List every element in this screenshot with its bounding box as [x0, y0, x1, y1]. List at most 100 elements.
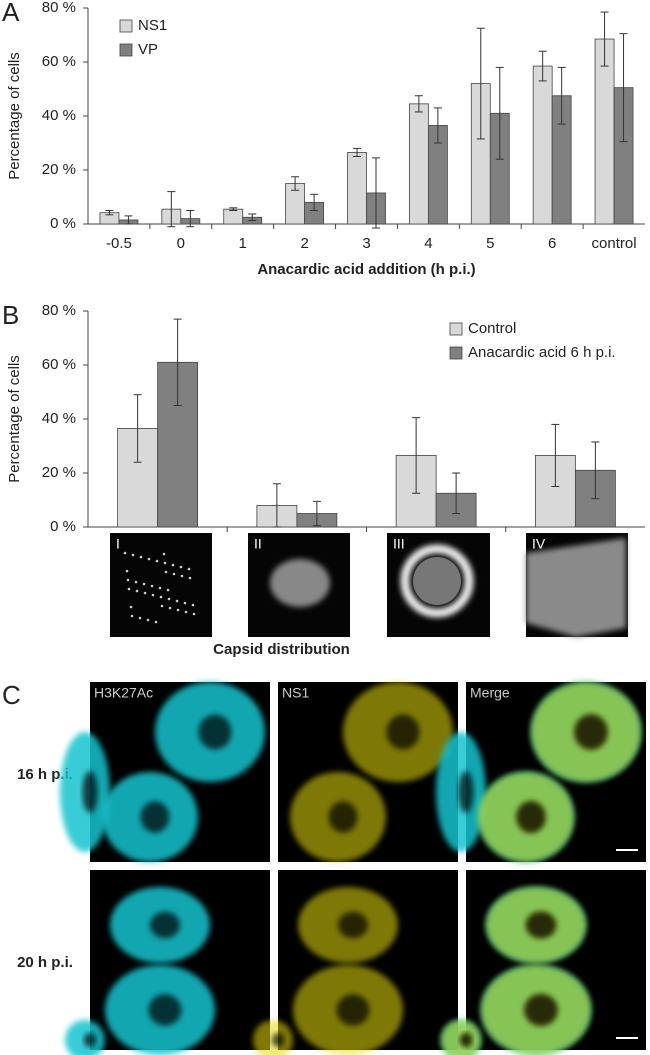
x-tick-label: IV	[532, 536, 546, 552]
column-label: Merge	[470, 685, 510, 701]
y-tick-label: 80 %	[42, 0, 76, 16]
panel-label: B	[2, 300, 19, 330]
panel-label: C	[2, 680, 21, 710]
error-bar	[619, 33, 628, 143]
speckle	[155, 559, 159, 563]
error-bar	[433, 107, 442, 144]
error-bar	[412, 417, 421, 494]
x-tick-label: 3	[362, 235, 370, 252]
x-tick-label: -0.5	[106, 235, 132, 252]
x-tick-label: III	[393, 536, 405, 552]
legend-label: NS1	[138, 17, 167, 34]
speckle	[130, 614, 134, 618]
nucleolus	[328, 801, 358, 833]
y-axis-label: Percentage of cells	[6, 355, 23, 483]
error-bar	[591, 441, 600, 500]
speckle	[188, 576, 192, 580]
speckle	[176, 608, 180, 612]
error-bar	[173, 318, 182, 406]
nucleolus	[140, 801, 170, 833]
speckle	[167, 597, 171, 601]
cell	[526, 538, 626, 637]
speckle	[159, 595, 163, 599]
nucleolus	[272, 1033, 284, 1047]
row-label: 16 h p.i.	[17, 766, 73, 783]
x-tick-label: 1	[239, 235, 247, 252]
speckle	[180, 574, 184, 578]
nucleolus	[524, 994, 558, 1026]
error-bar	[272, 483, 281, 528]
speckle	[179, 565, 183, 569]
nucleolus	[150, 911, 180, 939]
error-bar	[495, 66, 504, 160]
speckle	[125, 569, 129, 573]
x-tick-label: 4	[424, 235, 432, 252]
speckle	[184, 610, 188, 614]
capsid-image	[110, 533, 212, 637]
nucleus	[270, 559, 330, 607]
y-tick-label: 0 %	[50, 518, 76, 535]
bar	[408, 103, 429, 225]
error-bar	[124, 215, 133, 225]
error-bar	[186, 210, 195, 228]
error-bar	[538, 50, 547, 82]
speckle	[168, 606, 172, 610]
speckle	[147, 557, 151, 561]
error-bar	[353, 147, 361, 157]
y-tick-label: 20 %	[42, 161, 76, 178]
nucleolus	[338, 911, 368, 939]
nucleolus	[526, 911, 556, 939]
y-tick-label: 60 %	[42, 53, 76, 70]
bar	[594, 38, 615, 225]
speckle	[138, 616, 142, 620]
nucleus	[413, 557, 461, 605]
nucleolus	[198, 714, 232, 750]
error-bar	[557, 66, 566, 125]
speckle	[142, 582, 146, 586]
error-bar	[452, 472, 461, 514]
speckle	[126, 578, 130, 582]
speckle	[192, 612, 196, 616]
error-bar	[551, 423, 560, 487]
error-bar	[414, 95, 423, 113]
y-tick-label: 60 %	[42, 356, 76, 373]
speckle	[191, 603, 195, 607]
y-tick-label: 0 %	[50, 215, 76, 232]
speckle	[154, 620, 158, 624]
x-tick-label: 5	[486, 235, 494, 252]
nucleolus	[386, 714, 420, 750]
speckle	[163, 561, 167, 565]
nucleolus	[82, 771, 98, 813]
speckle	[139, 555, 143, 559]
speckle	[187, 567, 191, 571]
x-tick-label: I	[116, 536, 120, 552]
speckle	[172, 572, 176, 576]
speckle	[134, 580, 138, 584]
speckle	[129, 605, 133, 609]
nucleolus	[460, 1033, 472, 1047]
speckle	[131, 553, 135, 557]
legend-swatch	[449, 346, 463, 360]
panel-label: A	[2, 0, 20, 27]
error-bar	[312, 500, 321, 527]
speckle	[164, 570, 168, 574]
y-tick-label: 80 %	[42, 302, 76, 319]
speckle	[166, 588, 170, 592]
nucleolus	[458, 771, 474, 813]
bar	[347, 152, 367, 225]
x-tick-label: 6	[548, 235, 556, 252]
row-label: 20 h p.i.	[17, 954, 73, 971]
speckle	[158, 586, 162, 590]
speckle	[150, 584, 154, 588]
error-bar	[229, 207, 238, 211]
error-bar	[600, 11, 609, 67]
legend-label: Anacardic acid 6 h p.i.	[468, 344, 616, 361]
y-tick-label: 40 %	[42, 410, 76, 427]
legend-swatch	[449, 322, 463, 336]
x-tick-label: II	[254, 536, 262, 552]
speckle	[183, 601, 187, 605]
nucleolus	[148, 994, 182, 1026]
y-axis-label: Percentage of cells	[6, 52, 23, 180]
error-bar	[476, 27, 485, 140]
